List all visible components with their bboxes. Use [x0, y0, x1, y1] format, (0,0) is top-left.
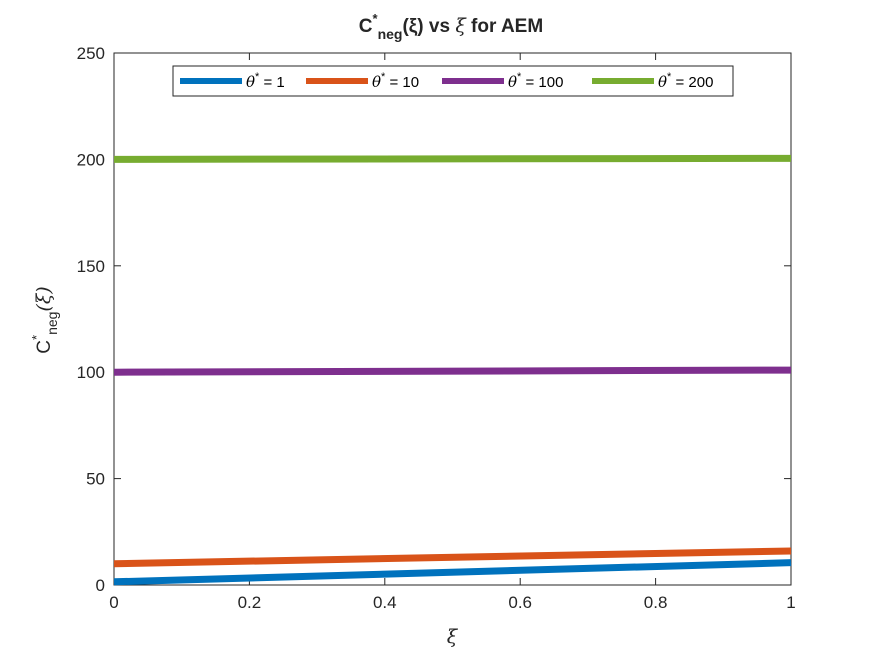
legend-label: θ* = 1 [246, 71, 285, 91]
x-tick-label: 0.8 [644, 593, 668, 612]
chart-title-suffix: for AEM [466, 16, 543, 37]
y-tick-label: 250 [77, 44, 105, 63]
plot-area [113, 52, 792, 586]
x-tick-label: 0.2 [238, 593, 262, 612]
y-axis-label-sup: * [29, 335, 44, 340]
y-tick-label: 100 [77, 363, 105, 382]
legend-label: θ* = 200 [658, 71, 713, 91]
chart-title: C*neg(ξ) vs ξ for AEM [359, 11, 543, 42]
legend-label: θ* = 100 [508, 71, 563, 91]
series-group [113, 154, 792, 586]
chart-title-sup: * [373, 11, 379, 26]
y-tick-label: 150 [77, 257, 105, 276]
y-tick-label: 50 [86, 470, 105, 489]
x-tick-label: 1 [786, 593, 795, 612]
series-line [113, 154, 792, 163]
y-axis-label: C*neg(ξ) [29, 286, 60, 353]
series-line [113, 559, 792, 586]
y-axis-label-arg: (ξ) [33, 286, 55, 311]
x-tick-label: 0.4 [373, 593, 397, 612]
y-tick-label: 200 [77, 150, 105, 169]
y-axis-label-sub: neg [44, 312, 60, 335]
x-axis-label: ξ [447, 626, 459, 648]
legend-label: θ* = 10 [372, 71, 419, 91]
chart-title-mid: vs [424, 16, 456, 37]
y-axis-ticks: 0 50 100 150 200 250 [77, 44, 791, 595]
series-line [113, 547, 792, 568]
x-tick-label: 0 [109, 593, 118, 612]
legend: θ* = 1 θ* = 10 θ* = 100 θ* = 200 [172, 65, 734, 97]
chart-title-sub: neg [378, 26, 403, 42]
chart-title-var: ξ [455, 15, 467, 37]
chart-title-arg: (ξ) [402, 16, 423, 37]
chart-title-base: C [359, 16, 373, 37]
y-tick-label: 0 [96, 576, 105, 595]
y-axis-label-base: C [34, 340, 55, 354]
x-axis-ticks: 0 0.2 0.4 0.6 0.8 1 [109, 53, 796, 612]
x-tick-label: 0.6 [508, 593, 532, 612]
series-line [113, 366, 792, 376]
